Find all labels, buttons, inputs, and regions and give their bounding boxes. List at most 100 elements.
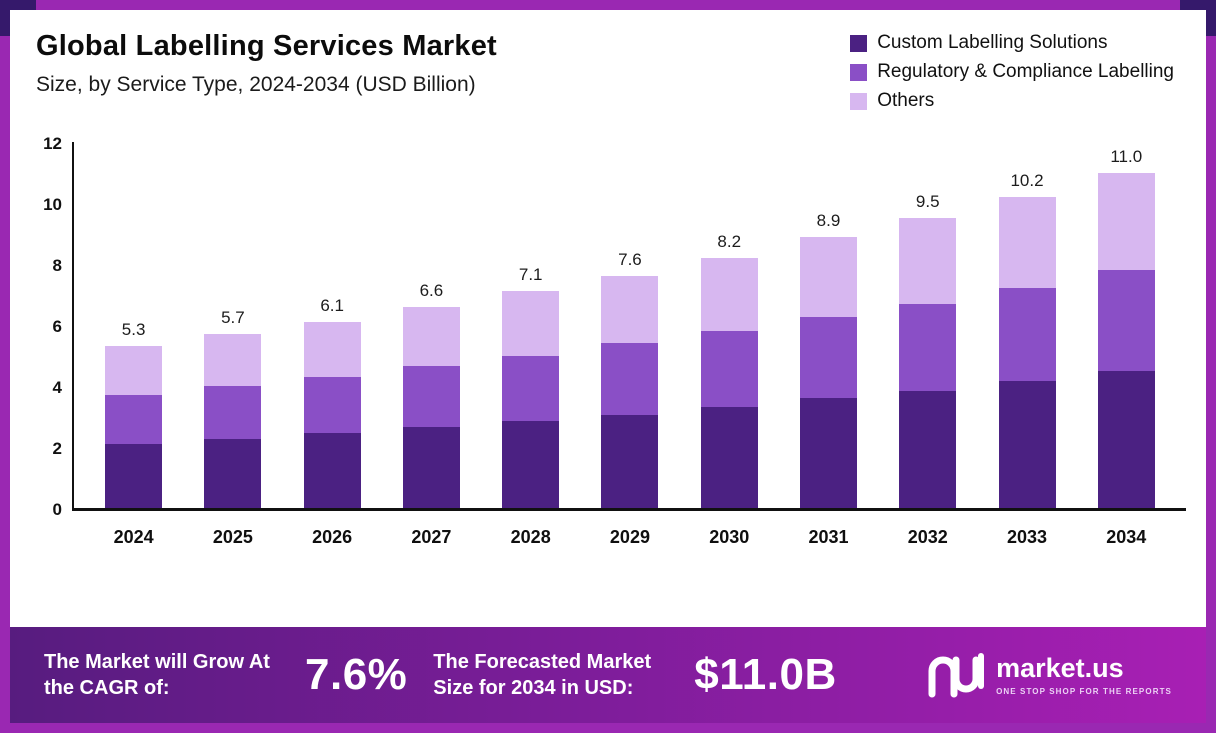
y-axis: 0 2 4 6 8 10 12	[24, 134, 72, 519]
bar-segment	[1097, 370, 1155, 508]
bar-segment	[303, 376, 361, 434]
legend-label: Regulatory & Compliance Labelling	[877, 61, 1174, 82]
title-block: Global Labelling Services Market Size, b…	[36, 30, 497, 97]
bar-column-2029: 7.6 2029	[601, 250, 659, 547]
bar-column-2032: 9.5 2032	[899, 192, 957, 547]
bar-total-label: 8.9	[816, 210, 841, 230]
bar-column-2024: 5.3 2024	[105, 320, 163, 547]
brand-tagline: ONE STOP SHOP FOR THE REPORTS	[996, 686, 1172, 696]
x-axis-label: 2029	[609, 527, 650, 547]
bar-total-label: 7.1	[518, 265, 543, 285]
bar-segment	[402, 306, 460, 367]
x-axis-label: 2033	[1006, 527, 1048, 547]
bar-segment	[700, 257, 758, 332]
bar-column-2025: 5.7 2025	[204, 308, 262, 547]
bar-segment	[204, 386, 262, 440]
legend-item-custom-labelling: Custom Labelling Solutions	[850, 32, 1174, 54]
bar-total-label: 9.5	[915, 192, 940, 212]
stacked-bar-chart: 0 2 4 6 8 10 12 5.3 2024 5.7 2025 6.1 2026 6.6 2027 7.…	[24, 134, 1186, 547]
legend-swatch-regulatory-compliance	[850, 63, 868, 81]
bar-total-label: 5.7	[221, 308, 245, 328]
bar-segment	[204, 334, 262, 386]
marketus-logo-icon	[928, 653, 985, 698]
y-axis-tick: 2	[52, 439, 62, 458]
bar-segment	[502, 421, 560, 508]
bar-segment	[105, 346, 163, 396]
bar-segment	[998, 381, 1056, 508]
bar-total-label: 5.3	[121, 320, 146, 340]
legend-item-others: Others	[850, 90, 1174, 112]
y-axis-tick: 0	[52, 500, 62, 519]
bar-segment	[799, 236, 857, 318]
y-axis-tick: 12	[43, 134, 62, 153]
bar-segment	[402, 366, 460, 428]
bar-segment	[799, 398, 857, 508]
bar-segment	[998, 196, 1056, 289]
chart-card: Global Labelling Services Market Size, b…	[10, 10, 1206, 723]
y-axis-tick: 8	[52, 256, 62, 275]
x-axis-label: 2027	[411, 527, 452, 547]
bar-column-2034: 11.0 2034	[1097, 146, 1155, 547]
footer-banner: The Market will Grow At the CAGR of: 7.6…	[10, 627, 1206, 723]
bar-column-2031: 8.9 2031	[799, 210, 857, 547]
bar-segment	[502, 291, 560, 356]
x-axis-label: 2025	[212, 527, 253, 547]
legend-item-regulatory-compliance: Regulatory & Compliance Labelling	[850, 61, 1174, 83]
x-axis-label: 2030	[709, 527, 750, 547]
bar-total-label: 10.2	[1010, 170, 1044, 190]
bar-column-2033: 10.2 2033	[998, 170, 1056, 547]
bar-total-label: 6.6	[419, 280, 444, 300]
x-axis-label: 2032	[907, 527, 948, 547]
legend: Custom Labelling Solutions Regulatory & …	[850, 30, 1180, 112]
y-axis-tick: 4	[52, 378, 62, 397]
bar-segment	[204, 439, 262, 508]
legend-swatch-custom-labelling	[850, 34, 868, 52]
bar-total-label: 7.6	[618, 250, 642, 270]
bar-segment	[1097, 172, 1155, 271]
bar-segment	[899, 218, 957, 304]
bar-column-2030: 8.2 2030	[700, 232, 758, 547]
bar-segment	[105, 443, 163, 508]
x-axis-label: 2034	[1106, 527, 1147, 547]
bar-segment	[700, 331, 758, 408]
legend-label: Others	[877, 90, 935, 111]
bar-segment	[105, 395, 163, 444]
chart-subtitle: Size, by Service Type, 2024-2034 (USD Bi…	[36, 73, 476, 96]
chart-title: Global Labelling Services Market	[36, 30, 497, 62]
bar-segment	[998, 288, 1056, 382]
legend-label: Custom Labelling Solutions	[877, 32, 1108, 53]
brand-name: market.us	[996, 652, 1124, 683]
bar-segment	[402, 427, 460, 508]
x-axis-label: 2031	[808, 527, 849, 547]
legend-swatch-others	[850, 92, 868, 110]
bar-segment	[799, 317, 857, 399]
bar-column-2026: 6.1 2026	[303, 295, 361, 547]
header: Global Labelling Services Market Size, b…	[10, 10, 1206, 112]
bar-segment	[1097, 270, 1155, 371]
forecast-label: The Forecasted Market Size for 2034 in U…	[433, 651, 652, 699]
x-axis-label: 2026	[312, 527, 353, 547]
x-axis-label: 2024	[113, 527, 154, 547]
bar-segment	[899, 390, 957, 508]
cagr-label: The Market will Grow At the CAGR of:	[44, 651, 270, 699]
bar-segment	[899, 303, 957, 391]
bar-column-2028: 7.1 2028	[502, 265, 560, 547]
bar-total-label: 6.1	[320, 295, 344, 315]
forecast-value: $11.0B	[694, 650, 837, 699]
x-axis-label: 2028	[510, 527, 551, 547]
brand-text: market.us ONE STOP SHOP FOR THE REPORTS	[996, 652, 1172, 696]
y-axis-tick: 10	[43, 195, 62, 214]
plot-area: 5.3 2024 5.7 2025 6.1 2026 6.6 2027 7.1 2028 7.6 20…	[72, 142, 1186, 547]
bar-segment	[700, 407, 758, 508]
bar-total-label: 11.0	[1110, 146, 1143, 166]
bar-segment	[502, 355, 560, 422]
bar-segment	[303, 321, 361, 377]
bar-segment	[601, 414, 659, 508]
bar-segment	[601, 276, 659, 344]
bar-column-2027: 6.6 2027	[402, 280, 460, 547]
cagr-value: 7.6%	[305, 650, 408, 699]
bar-segment	[601, 343, 659, 415]
bar-segment	[303, 433, 361, 508]
y-axis-tick: 6	[52, 317, 62, 336]
